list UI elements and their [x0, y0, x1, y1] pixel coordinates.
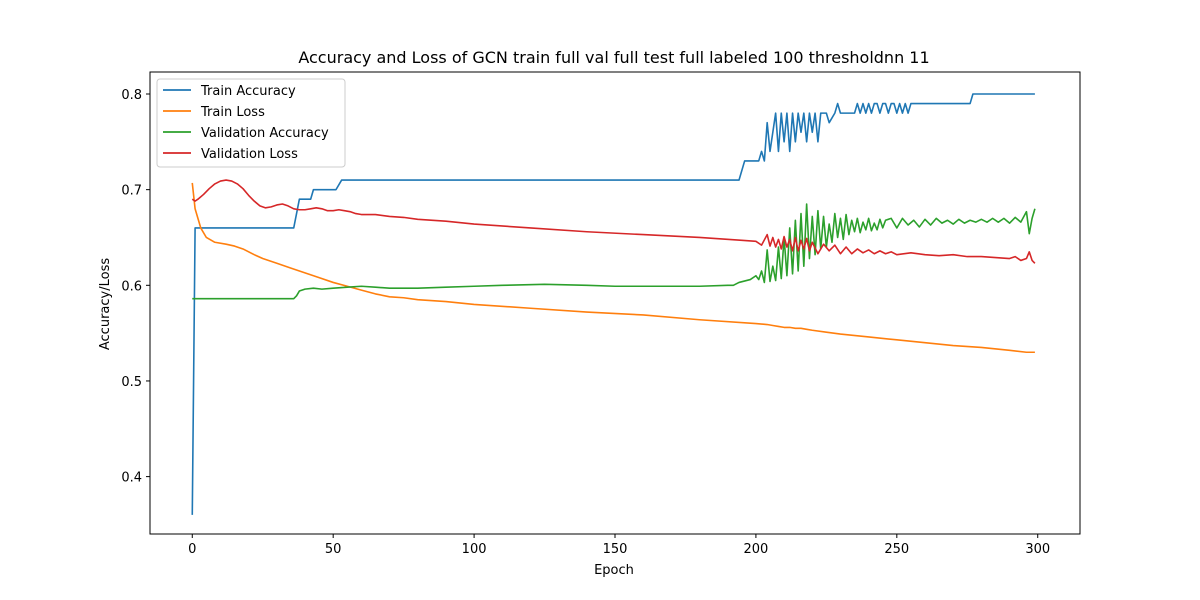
- y-axis: 0.4 0.5 0.6 0.7 0.8: [121, 88, 150, 486]
- y-tick-label: 0.6: [121, 279, 142, 294]
- legend-box: [156, 78, 346, 168]
- y-tick-label: 0.7: [121, 184, 142, 199]
- y-tick-label: 0.5: [121, 375, 142, 390]
- y-axis-label: Accuracy/Loss: [98, 258, 113, 350]
- y-tick-label: 0.8: [121, 88, 142, 103]
- x-tick-label: 150: [603, 542, 628, 557]
- series-line-3: [192, 203, 1036, 300]
- x-tick-label: 300: [1025, 542, 1050, 557]
- series-line-2: [191, 182, 1035, 354]
- legend-label: Validation Accuracy: [201, 126, 329, 141]
- series-line-4: [191, 179, 1036, 264]
- x-tick-label: 200: [743, 542, 768, 557]
- legend-label: Validation Loss: [201, 147, 298, 162]
- series-line-1: [191, 93, 1035, 515]
- x-tick-label: 50: [325, 542, 342, 557]
- y-tick-label: 0.4: [121, 471, 142, 486]
- x-tick-label: 0: [188, 542, 196, 557]
- legend-label: Train Loss: [200, 105, 265, 120]
- chart-title: Accuracy and Loss of GCN train full val …: [298, 48, 929, 67]
- x-tick-label: 250: [884, 542, 909, 557]
- legend: Train Accuracy Train Loss Validation Accur…: [156, 78, 346, 168]
- x-tick-label: 100: [462, 542, 487, 557]
- legend-label: Train Accuracy: [200, 84, 296, 99]
- x-axis: 0 50 100 150 200 250 300: [188, 534, 1050, 557]
- x-axis-label: Epoch: [594, 563, 634, 578]
